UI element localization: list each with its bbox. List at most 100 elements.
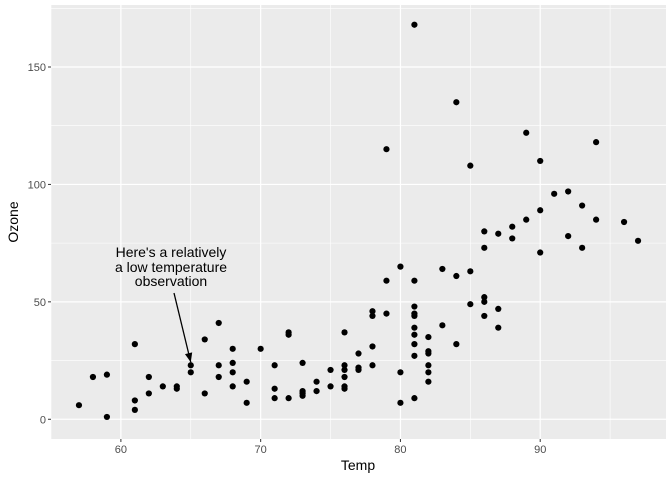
data-point <box>425 362 432 369</box>
data-point <box>341 329 348 336</box>
data-point <box>467 268 474 275</box>
data-point <box>383 146 390 153</box>
data-point <box>229 359 236 367</box>
annotation-line-1: Here's a relatively <box>116 244 227 260</box>
data-point <box>495 324 502 331</box>
data-point <box>537 207 544 214</box>
data-point <box>481 312 488 320</box>
data-point <box>89 373 97 381</box>
data-point <box>103 371 111 378</box>
data-points <box>75 21 642 421</box>
data-point <box>271 395 278 402</box>
y-tick-label: 0 <box>40 414 46 426</box>
data-point <box>299 359 306 367</box>
data-point <box>103 413 111 421</box>
data-point <box>411 395 418 402</box>
annotation-line-2: a low temperature <box>115 259 227 275</box>
data-point <box>355 366 362 374</box>
data-point <box>299 392 306 399</box>
data-point <box>565 188 572 195</box>
data-point <box>229 369 236 376</box>
data-point <box>425 333 432 341</box>
data-point <box>201 336 208 343</box>
data-point <box>341 373 348 381</box>
data-point <box>523 216 530 223</box>
x-axis-ticks: 60 70 80 90 <box>115 439 546 456</box>
data-point <box>75 402 83 409</box>
data-point <box>411 312 418 320</box>
data-point <box>159 383 166 390</box>
data-point <box>397 263 404 270</box>
data-point <box>579 202 586 209</box>
data-point <box>453 341 460 348</box>
data-point <box>383 277 390 284</box>
data-point <box>313 387 320 395</box>
data-point <box>481 298 488 305</box>
data-point <box>537 249 544 256</box>
x-tick-label: 80 <box>394 444 406 456</box>
data-point <box>453 272 460 280</box>
data-point <box>285 331 292 338</box>
data-point <box>411 341 418 348</box>
data-point <box>369 312 376 320</box>
data-point <box>327 366 334 374</box>
data-point <box>369 343 376 350</box>
data-point <box>495 230 502 237</box>
data-point <box>229 383 236 390</box>
x-tick-label: 70 <box>255 444 267 456</box>
data-point <box>369 362 376 369</box>
plot-panel <box>51 5 666 439</box>
data-point <box>271 385 278 392</box>
data-point <box>620 218 628 226</box>
data-point <box>215 319 222 327</box>
data-point <box>481 228 488 235</box>
data-point <box>593 139 600 146</box>
data-point <box>187 362 194 369</box>
data-point <box>145 373 152 381</box>
data-point <box>145 390 152 397</box>
annotation-arrowhead <box>184 352 193 363</box>
data-point <box>131 341 138 348</box>
data-point <box>439 322 446 329</box>
data-point <box>355 350 362 357</box>
data-point <box>285 395 292 402</box>
data-point <box>537 157 544 165</box>
data-point <box>341 362 348 369</box>
annotation: Here's a relatively a low temperature ob… <box>115 244 227 363</box>
data-point <box>341 385 348 392</box>
y-axis-ticks: 0 50 100 150 <box>28 62 51 426</box>
data-point <box>187 369 194 376</box>
data-point <box>397 369 404 376</box>
data-point <box>467 162 474 169</box>
data-point <box>327 383 334 390</box>
data-point <box>313 378 320 385</box>
data-point <box>131 397 138 404</box>
data-point <box>369 308 376 315</box>
data-point <box>495 305 502 312</box>
data-point <box>425 378 432 385</box>
data-point <box>425 350 432 357</box>
data-point <box>481 294 488 301</box>
data-point <box>439 265 446 273</box>
data-point <box>634 237 642 244</box>
data-point <box>411 277 418 284</box>
data-point <box>523 129 530 136</box>
data-point <box>341 366 348 374</box>
data-point <box>215 373 222 381</box>
annotation-line-3: observation <box>135 273 207 289</box>
x-tick-label: 60 <box>115 444 127 456</box>
y-tick-label: 150 <box>28 62 46 74</box>
data-point <box>243 399 250 406</box>
data-point <box>243 378 250 385</box>
data-point <box>481 244 488 251</box>
data-point <box>201 390 208 397</box>
data-point <box>593 216 600 223</box>
y-tick-label: 100 <box>28 179 46 191</box>
data-point <box>551 190 558 197</box>
data-point <box>411 331 418 338</box>
data-point <box>229 345 236 352</box>
data-point <box>397 399 404 406</box>
data-point <box>131 406 138 413</box>
data-point <box>579 244 586 251</box>
